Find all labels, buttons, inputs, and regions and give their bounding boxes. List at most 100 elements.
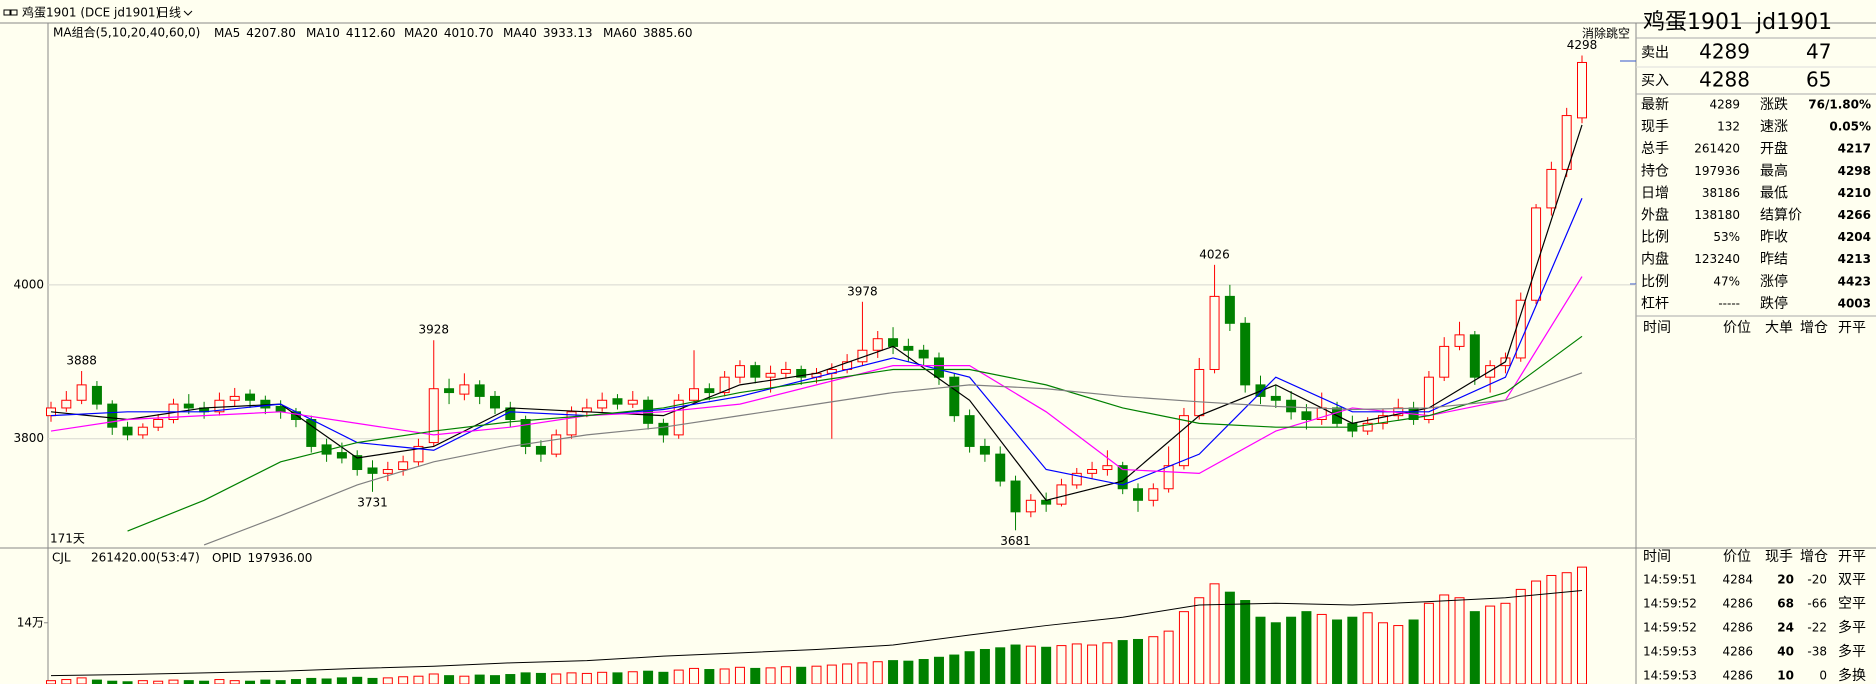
candle-body	[796, 368, 807, 378]
trade-time: 14:59:53	[1643, 645, 1697, 659]
candle-body	[76, 384, 87, 401]
volume-bar	[689, 667, 700, 684]
trade-time: 14:59:53	[1643, 669, 1697, 683]
period[interactable]: 日线	[157, 6, 181, 20]
legend-entry-part: 197936.00	[247, 551, 312, 565]
book-price: 4289	[1699, 40, 1750, 64]
candle-body	[91, 385, 102, 405]
candle-body	[183, 403, 194, 409]
days-label: 171天	[50, 532, 85, 546]
candle-body	[398, 461, 409, 471]
volume-bar	[153, 680, 164, 684]
stat-label: 杠杆	[1641, 296, 1669, 312]
trade-type: 双平	[1838, 572, 1866, 588]
candle-body	[1010, 480, 1021, 513]
candle-body	[1102, 465, 1113, 471]
ma-line	[50, 197, 1583, 486]
volume-bar	[734, 666, 745, 684]
volume-bar	[137, 680, 148, 684]
stat-label: 持仓	[1641, 163, 1669, 179]
candle-body	[122, 426, 133, 436]
candle-body	[888, 338, 899, 347]
candle-body	[597, 399, 608, 409]
candle-body	[1163, 465, 1174, 490]
stat-value: 4210	[1838, 186, 1871, 200]
column-header: 开平	[1838, 549, 1866, 565]
candle-body	[719, 376, 730, 394]
stat-value: 4298	[1838, 164, 1871, 178]
volume-bar	[597, 671, 608, 684]
candle-body	[1071, 472, 1082, 486]
volume-bar	[1423, 602, 1434, 684]
book-price: 4288	[1699, 68, 1750, 92]
volume-bar	[1469, 611, 1480, 684]
volume-bar	[1485, 605, 1496, 684]
extreme-label: 4026	[1199, 247, 1230, 261]
stat-label: 现手	[1641, 119, 1669, 135]
trade-volume: 24	[1777, 621, 1794, 635]
stat-value: 132	[1717, 120, 1740, 134]
candle-body	[1469, 334, 1480, 378]
stat-value: 4266	[1838, 208, 1871, 222]
candle-body	[995, 453, 1006, 482]
legend-title: CJL	[52, 551, 71, 565]
candle-body	[535, 445, 546, 455]
stat-label: 涨停	[1760, 273, 1788, 290]
candle-body	[1224, 295, 1235, 324]
extreme-label: 3681	[1000, 534, 1031, 548]
volume-bar	[1025, 645, 1036, 684]
volume-bar	[1301, 611, 1312, 684]
candle-body	[979, 445, 990, 455]
stat-label: 跌停	[1760, 295, 1788, 312]
volume-bar	[91, 679, 102, 684]
volume-bar	[260, 679, 271, 684]
dropdown-chevron[interactable]	[183, 10, 193, 16]
extreme-label: 3928	[418, 323, 449, 337]
gap-button[interactable]: 消除跳空	[1582, 26, 1630, 41]
column-header: 价位	[1723, 549, 1751, 565]
volume-bar	[1515, 588, 1526, 684]
volume-bar	[673, 669, 684, 684]
volume-bar	[306, 677, 317, 684]
stat-label: 最高	[1760, 162, 1788, 179]
volume-bar	[1087, 644, 1098, 684]
candle-body	[872, 338, 883, 351]
candle-body	[1301, 411, 1312, 421]
candle-body	[643, 399, 654, 424]
ma-line	[127, 335, 1583, 532]
candle-body	[1561, 115, 1572, 170]
ma-line	[203, 372, 1583, 546]
candle-body	[1531, 207, 1542, 301]
trade-oi-change: -38	[1807, 645, 1827, 659]
candle-body	[1025, 499, 1036, 513]
volume-bar	[1454, 597, 1465, 684]
stat-value: 4204	[1838, 230, 1871, 244]
candle-body	[1362, 422, 1373, 432]
volume-bar	[857, 662, 868, 684]
volume-bar	[489, 675, 500, 684]
volume-bar	[444, 675, 455, 684]
stat-label: 开盘	[1760, 140, 1788, 157]
volume-bar	[581, 672, 592, 684]
candle-body	[352, 455, 363, 471]
stat-label: 昨结	[1760, 252, 1788, 268]
extreme-label: 3888	[66, 354, 97, 368]
volume-bar	[612, 672, 623, 684]
trade-price: 4284	[1722, 573, 1753, 587]
stat-value: 4213	[1838, 252, 1871, 266]
candle-body	[275, 405, 286, 413]
trade-type: 多换	[1838, 667, 1866, 684]
volume-bar	[964, 651, 975, 684]
candle-body	[520, 419, 531, 447]
volume-bar	[704, 669, 715, 684]
volume-bar	[122, 681, 133, 684]
volume-bar	[1362, 612, 1373, 684]
stat-label: 结算价	[1760, 208, 1802, 224]
candle-body	[903, 345, 914, 351]
volume-bar	[1347, 616, 1358, 684]
quote-panel: 鸡蛋1901 jd1901 卖出 4289 47 买入 4288 65 最新 4289 涨跌 76/1…	[1636, 10, 1876, 684]
candle-body	[704, 388, 715, 394]
candle-body	[1423, 376, 1434, 421]
volume-bar	[949, 654, 960, 684]
